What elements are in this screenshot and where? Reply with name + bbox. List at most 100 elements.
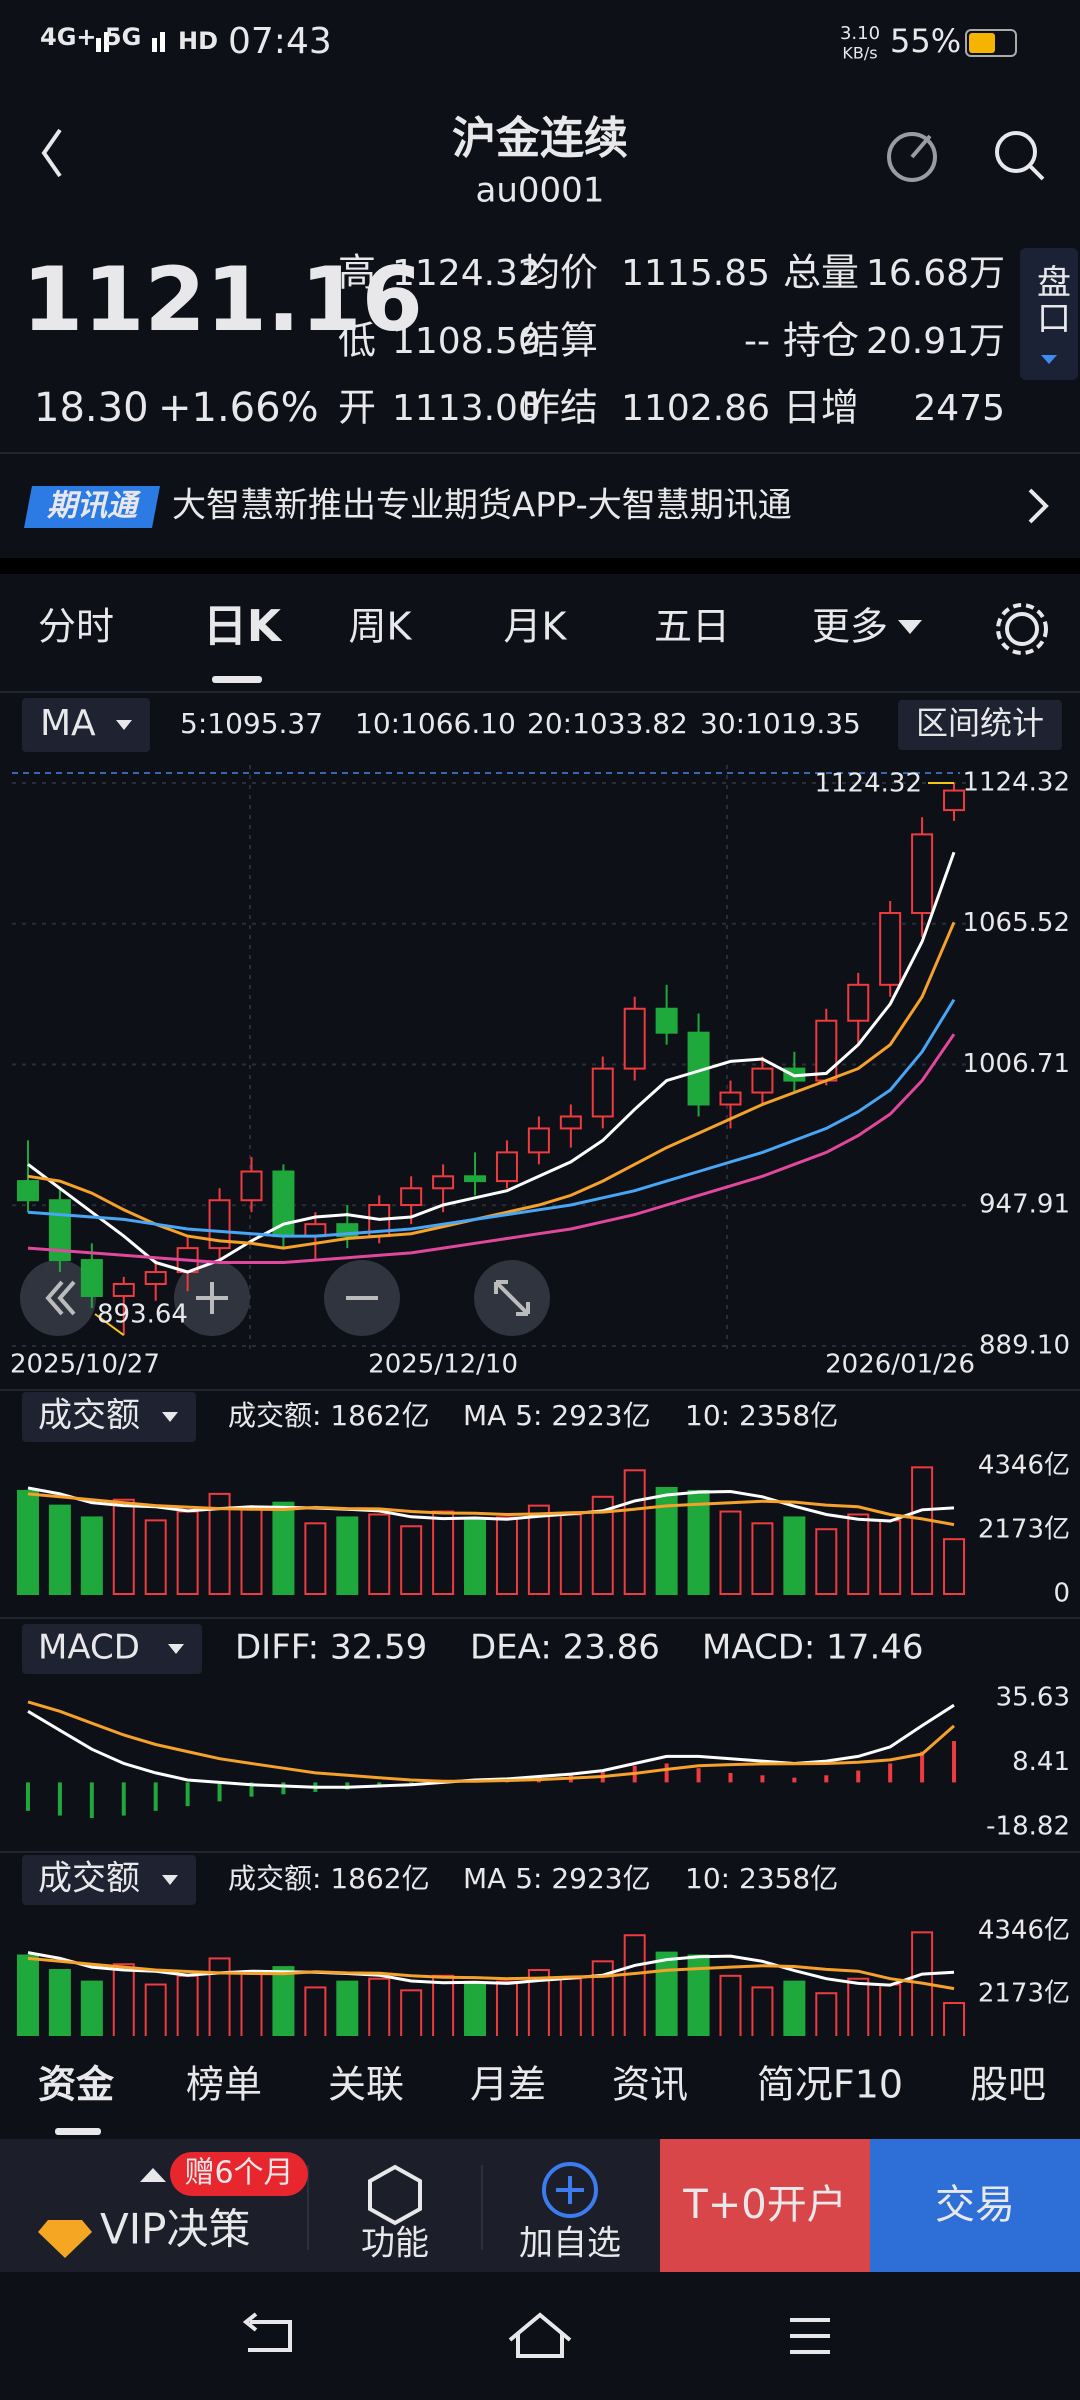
bottom-tab[interactable]: 资金 (38, 2063, 115, 2107)
volume-bar (16, 1489, 39, 1596)
indicator-line (27, 1486, 955, 1523)
macd-bar (952, 1741, 957, 1783)
search-button[interactable] (995, 131, 1045, 181)
account-button[interactable] (660, 2139, 870, 2272)
bottom-tab[interactable]: 资讯 (612, 2063, 688, 2107)
volume-bar (815, 1528, 838, 1596)
tab-underline (55, 2128, 101, 2135)
candle-body (464, 1175, 487, 1183)
volume-bar (911, 1466, 934, 1596)
bottom-tab[interactable]: 股吧 (970, 2063, 1046, 2107)
banner-chevron[interactable] (1028, 488, 1049, 524)
volume-bar (943, 1538, 966, 1595)
tab[interactable]: 分时 (38, 605, 114, 649)
nav-back[interactable] (242, 2312, 292, 2352)
volume-stat: 10: 2358亿 (685, 1862, 838, 1895)
trade-button[interactable] (870, 2139, 1080, 2272)
macd-stat: DEA: 23.86 (470, 1628, 660, 1668)
macd-bar (792, 1777, 797, 1783)
indicator-line (27, 851, 956, 1274)
candle-body (112, 1283, 135, 1297)
volume-bar (400, 1989, 423, 2036)
tab[interactable]: 月K (504, 605, 568, 649)
candle-body (400, 1187, 423, 1207)
quote-label: 总量 (783, 251, 859, 295)
side-panel-label[interactable]: 盘口 (1031, 264, 1071, 336)
nav-menu[interactable] (790, 2318, 830, 2354)
refresh-button[interactable] (887, 132, 937, 182)
function-label[interactable]: 功能 (361, 2224, 429, 2264)
candle-body (432, 1175, 455, 1190)
trade-label[interactable]: 交易 (935, 2182, 1015, 2228)
tab-underline (212, 676, 262, 683)
page-title: 沪金连续 (452, 113, 628, 164)
section-gap (0, 558, 1080, 574)
volume-bar (847, 1977, 870, 2036)
volume-bar (879, 1519, 902, 1595)
account-label[interactable]: T+0开户 (682, 2182, 846, 2228)
fullscreen-button[interactable] (474, 1260, 550, 1336)
volume-bar (240, 1507, 263, 1596)
volume-bar (208, 1957, 231, 2036)
indicator-line (27, 1951, 955, 1987)
volume-bar (368, 1513, 391, 1596)
macd-bar (217, 1782, 222, 1802)
nav-home[interactable] (508, 2312, 572, 2358)
volume-bar (432, 1510, 455, 1595)
macd-bar (25, 1782, 30, 1811)
vip-label[interactable]: VIP决策 (100, 2205, 250, 2254)
last-price: 1121.16 (22, 248, 423, 351)
candle-body (16, 1180, 39, 1202)
macd-bar (664, 1763, 669, 1783)
volume-selector[interactable] (22, 1392, 196, 1442)
network: 4G+ 5G (40, 23, 141, 51)
macd-bar (728, 1772, 733, 1783)
volume-bar (464, 1519, 487, 1595)
y-tick-label: 0 (1053, 1579, 1070, 1609)
x-tick-label: 2025/10/27 (10, 1350, 160, 1380)
volume-bar (591, 1960, 614, 2036)
tab[interactable]: 周K (349, 605, 413, 649)
macd-selector[interactable] (22, 1624, 202, 1674)
tab[interactable]: 日K (203, 601, 283, 652)
volume-bar (112, 1498, 135, 1596)
candle-body (208, 1199, 231, 1250)
volume-bar (176, 1510, 199, 1595)
range-stats-button[interactable] (898, 700, 1062, 750)
bottom-tab[interactable]: 简况F10 (757, 2063, 903, 2107)
bottom-tab[interactable]: 月差 (470, 2063, 546, 2107)
quote-label: 昨结 (522, 386, 598, 430)
volume-selector-label: 成交额 (38, 1396, 140, 1436)
volume-bar (208, 1492, 231, 1595)
volume-bar (623, 1934, 646, 2036)
bottom-tab[interactable]: 关联 (328, 2063, 404, 2107)
ma-selector[interactable] (22, 698, 150, 752)
tab[interactable]: 五日 (654, 605, 730, 649)
back-button[interactable] (41, 128, 62, 178)
macd-bar (121, 1782, 126, 1816)
volume-bar (495, 1516, 518, 1595)
macd-bar (57, 1782, 62, 1816)
bottom-tab[interactable]: 榜单 (186, 2063, 262, 2107)
net-speed-unit: KB/s (842, 44, 877, 63)
indicator-line (27, 1033, 956, 1264)
settings-button[interactable] (996, 603, 1048, 655)
watch-label[interactable]: 加自选 (519, 2224, 621, 2264)
candle-body (559, 1115, 582, 1130)
scroll-left-button[interactable] (20, 1260, 96, 1336)
volume-bar (783, 1516, 806, 1595)
indicator-line (27, 998, 956, 1238)
zoom-out-button[interactable] (324, 1260, 400, 1336)
signal-icon (96, 32, 165, 52)
volume-panel: 4346亿 2173亿 0 (16, 1451, 1070, 1609)
vip-badge-text: 赠6个月 (184, 2156, 293, 2191)
x-tick-label: 2025/12/10 (368, 1350, 518, 1380)
quote-label: 开 (338, 386, 376, 430)
volume-bar (336, 1980, 359, 2036)
zoom-in-button[interactable] (174, 1260, 250, 1336)
selector-arrow (168, 1644, 184, 1654)
tab[interactable]: 更多 (812, 605, 888, 649)
volume-selector[interactable] (22, 1855, 196, 1905)
low-label: 893.64 (97, 1300, 188, 1330)
side-panel-button[interactable] (1020, 248, 1078, 380)
